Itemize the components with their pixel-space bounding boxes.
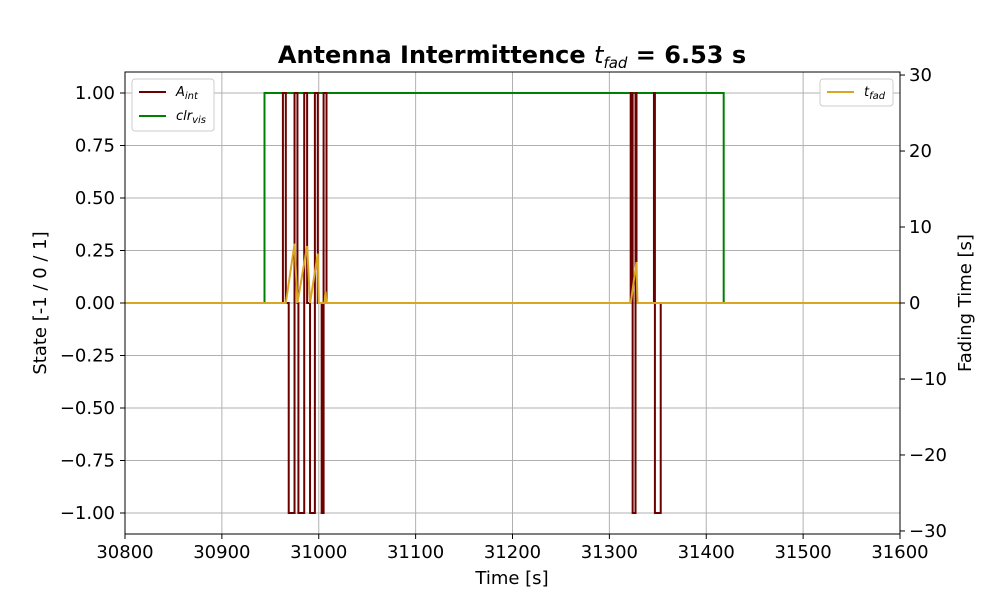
y2-tick-label: 20 bbox=[909, 141, 932, 162]
legend-label-t-fad-sub: fad bbox=[869, 91, 886, 102]
legend-label-a-int: Aint bbox=[175, 85, 199, 102]
x-tick-label: 31400 bbox=[678, 542, 735, 563]
legend-right-box bbox=[819, 78, 894, 107]
x-tick-label: 31300 bbox=[581, 542, 638, 563]
legend-label-t-fad-main: t bbox=[864, 85, 870, 100]
y-tick-label: −0.25 bbox=[60, 346, 115, 367]
legend-right: tfad bbox=[819, 78, 894, 107]
legend-label-clr-vis-main: clr bbox=[176, 109, 194, 124]
chart-title-math-sub: fad bbox=[603, 54, 627, 72]
chart-title-value: = 6.53 s bbox=[627, 41, 746, 69]
y-axis-left: −1.00 −0.75 −0.50 −0.25 0.00 0.25 0.50 0.75 1.00 bbox=[60, 83, 125, 524]
x-tick-label: 31200 bbox=[484, 542, 541, 563]
y-tick-label: −0.75 bbox=[60, 451, 115, 472]
y2-tick-label: 30 bbox=[909, 65, 932, 86]
y2-axis-label: Fading Time [s] bbox=[955, 234, 976, 372]
x-tick-label: 30900 bbox=[193, 542, 250, 563]
y2-tick-label: 0 bbox=[909, 293, 920, 314]
legend-label-clr-vis-sub: vis bbox=[192, 115, 206, 126]
legend-label-a-int-main: A bbox=[175, 85, 185, 100]
y-tick-label: 1.00 bbox=[75, 83, 115, 104]
legend-label-t-fad: tfad bbox=[864, 85, 886, 102]
y-tick-label: 0.25 bbox=[75, 241, 115, 262]
legend-label-a-int-sub: int bbox=[185, 91, 199, 102]
x-tick-label: 31000 bbox=[290, 542, 347, 563]
y-axis-right: −30 −20 −10 0 10 20 30 bbox=[900, 65, 947, 542]
legend-label-clr-vis: clrvis bbox=[176, 109, 206, 126]
plot-area bbox=[125, 92, 900, 514]
y-tick-label: −1.00 bbox=[60, 503, 115, 524]
y2-tick-label: 10 bbox=[909, 217, 932, 238]
x-tick-label: 30800 bbox=[96, 542, 153, 563]
y-tick-label: −0.50 bbox=[60, 398, 115, 419]
x-tick-label: 31100 bbox=[387, 542, 444, 563]
y-tick-label: 0.50 bbox=[75, 188, 115, 209]
x-axis-label: Time [s] bbox=[474, 568, 548, 589]
y2-tick-label: −10 bbox=[909, 369, 947, 390]
chart-title-text: Antenna Intermittence bbox=[278, 41, 594, 69]
series-line-t-fad bbox=[125, 243, 900, 304]
chart-title: Antenna Intermittence tfad = 6.53 s bbox=[278, 41, 746, 72]
x-tick-label: 31500 bbox=[774, 542, 831, 563]
y-tick-label: 0.00 bbox=[75, 293, 115, 314]
chart-title-math: t bbox=[594, 41, 605, 69]
x-axis: 30800 30900 31000 31100 31200 31300 31400 31500… bbox=[96, 534, 929, 563]
y2-tick-label: −30 bbox=[909, 521, 947, 542]
y-tick-label: 0.75 bbox=[75, 136, 115, 157]
y2-tick-label: −20 bbox=[909, 445, 947, 466]
legend-left: Aint clrvis bbox=[131, 78, 215, 132]
y-axis-label: State [-1 / 0 / 1] bbox=[30, 231, 51, 374]
x-tick-label: 31600 bbox=[871, 542, 928, 563]
